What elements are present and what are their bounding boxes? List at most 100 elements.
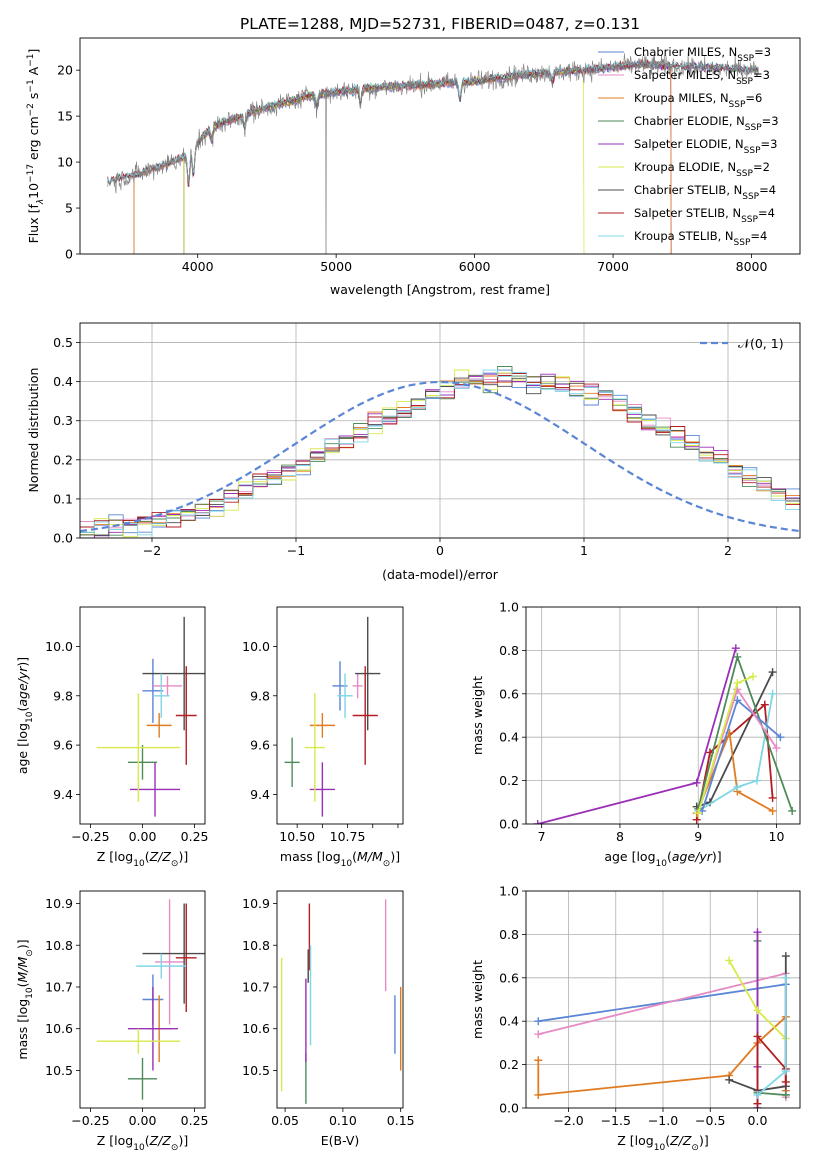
weight-marker bbox=[752, 776, 761, 785]
label-part: =4 bbox=[759, 183, 776, 197]
x-tick-label: 0.00 bbox=[129, 1113, 157, 1128]
y-tick-label: 10.9 bbox=[45, 896, 73, 911]
y-tick-label: 0.8 bbox=[499, 927, 519, 942]
weight-marker bbox=[781, 1077, 790, 1086]
y-tick-label: 1.0 bbox=[499, 600, 519, 615]
y-tick-label: 9.6 bbox=[53, 738, 73, 753]
label-part: Flux [f bbox=[26, 204, 41, 244]
x-tick-label: −1.5 bbox=[601, 1113, 631, 1128]
label-part: 10 bbox=[654, 1143, 666, 1153]
plot-area bbox=[107, 52, 759, 254]
label-part: ( bbox=[15, 982, 30, 987]
weight-marker bbox=[776, 733, 785, 742]
weight-marker bbox=[768, 689, 777, 698]
label-part: ( bbox=[352, 849, 357, 864]
weight-marker bbox=[753, 1090, 762, 1099]
label-part: Z [log bbox=[97, 1133, 133, 1148]
label-part: mass [log bbox=[280, 849, 341, 864]
label-part: ( bbox=[145, 1133, 150, 1148]
label-part: Z/Z bbox=[669, 1133, 692, 1148]
y-tick-label: 0.3 bbox=[53, 413, 73, 428]
weight-marker bbox=[781, 1090, 790, 1099]
x-tick-label: 0.25 bbox=[181, 829, 209, 844]
x-tick-label: 7 bbox=[538, 829, 546, 844]
label-part: A bbox=[26, 66, 41, 79]
weight-line bbox=[538, 983, 787, 1095]
label-part: erg cm bbox=[26, 116, 41, 164]
label-part: Chabrier MILES, N bbox=[634, 45, 737, 59]
y-tick-label: 15 bbox=[57, 109, 73, 124]
x-axis-label: Z [log10(Z/Z⊙)] bbox=[97, 849, 188, 869]
weight-marker bbox=[760, 700, 769, 709]
y-tick-label: 20 bbox=[57, 63, 73, 78]
weight-marker bbox=[768, 793, 777, 802]
weight-marker bbox=[781, 952, 790, 961]
panel-residuals: −2 −1 0 1 2 0.0 0.1 0.2 0.3 0.4 0.5 (data-model)/er… bbox=[26, 322, 801, 582]
x-tick-label: 0.25 bbox=[181, 1113, 209, 1128]
weight-marker bbox=[692, 778, 701, 787]
label-part: Kroupa STELIB, N bbox=[634, 229, 734, 243]
x-tick-label: 10.75 bbox=[330, 829, 366, 844]
label-part: 10 bbox=[656, 859, 668, 869]
x-tick-label: 0.10 bbox=[329, 1113, 357, 1128]
x-tick-label: 0 bbox=[436, 543, 444, 558]
label-part: SSP bbox=[734, 238, 751, 248]
x-axis-label: Z [log10(Z/Z⊙)] bbox=[97, 1133, 188, 1153]
legend-entry: Salpeter MILES, NSSP=3 bbox=[634, 68, 770, 87]
legend-entry: Kroupa ELODIE, NSSP=2 bbox=[634, 160, 770, 179]
weight-line bbox=[537, 1014, 787, 1096]
x-axis-label: age [log10(age/yr)] bbox=[604, 849, 721, 869]
x-tick-label: 0.15 bbox=[387, 1113, 415, 1128]
label-part: SSP bbox=[736, 77, 753, 87]
weight-marker bbox=[749, 672, 758, 681]
label-part: age [log bbox=[604, 849, 655, 864]
y-tick-label: 0.5 bbox=[53, 335, 73, 350]
weight-marker bbox=[788, 806, 797, 815]
y-tick-label: 0.0 bbox=[499, 817, 519, 832]
y-tick-label: 10.8 bbox=[45, 938, 73, 953]
x-tick-label: 6000 bbox=[459, 259, 491, 274]
label-part: Z/Z bbox=[149, 1133, 172, 1148]
label-part: age [log bbox=[15, 723, 30, 774]
model-line bbox=[107, 60, 759, 184]
label-part: −1 bbox=[26, 54, 36, 67]
y-tick-label: 10 bbox=[57, 155, 73, 170]
label-part: λ bbox=[36, 199, 46, 205]
y-tick-label: 9.8 bbox=[250, 688, 270, 703]
x-tick-label: 1 bbox=[580, 543, 588, 558]
y-tick-label: 0.2 bbox=[53, 452, 73, 467]
weight-marker bbox=[733, 783, 742, 792]
label-part: )] bbox=[15, 657, 30, 667]
weight-marker bbox=[781, 1067, 790, 1076]
axes-frame bbox=[276, 606, 404, 825]
x-tick-label: −0.25 bbox=[71, 829, 109, 844]
x-tick-label: 0.05 bbox=[271, 1113, 299, 1128]
label-part: =3 bbox=[753, 68, 770, 82]
panel-mass_vs_ebv: 0.05 0.10 0.15 10.5 10.6 10.7 10.8 10.9 E(B-V) bbox=[242, 890, 415, 1148]
y-axis-label: age [log10(age/yr)] bbox=[15, 657, 35, 774]
label-part: ( bbox=[145, 849, 150, 864]
x-tick-label: 8000 bbox=[736, 259, 768, 274]
label-part: =4 bbox=[750, 229, 767, 243]
label-part: SSP bbox=[745, 123, 762, 133]
label-part: ⊙ bbox=[25, 949, 35, 957]
weight-marker bbox=[768, 668, 777, 677]
model-line bbox=[133, 63, 672, 254]
label-part: )] bbox=[178, 849, 188, 864]
label-part: Kroupa ELODIE, N bbox=[634, 160, 736, 174]
label-part: ] bbox=[26, 49, 41, 54]
label-part: ⊙ bbox=[691, 1143, 699, 1153]
y-tick-label: 9.8 bbox=[53, 688, 73, 703]
label-part: Chabrier ELODIE, N bbox=[634, 114, 745, 128]
x-tick-label: 0.00 bbox=[129, 829, 157, 844]
legend-entry: Kroupa MILES, NSSP=6 bbox=[634, 91, 762, 110]
weight-marker bbox=[753, 1006, 762, 1015]
x-tick-label: 7000 bbox=[597, 259, 629, 274]
label-part: 10 bbox=[25, 987, 35, 999]
legend-entry: Chabrier MILES, NSSP=3 bbox=[634, 45, 771, 64]
y-tick-label: 10.8 bbox=[242, 938, 270, 953]
legend-entry: 𝒩(0, 1) bbox=[738, 336, 784, 351]
weight-marker bbox=[533, 820, 542, 824]
